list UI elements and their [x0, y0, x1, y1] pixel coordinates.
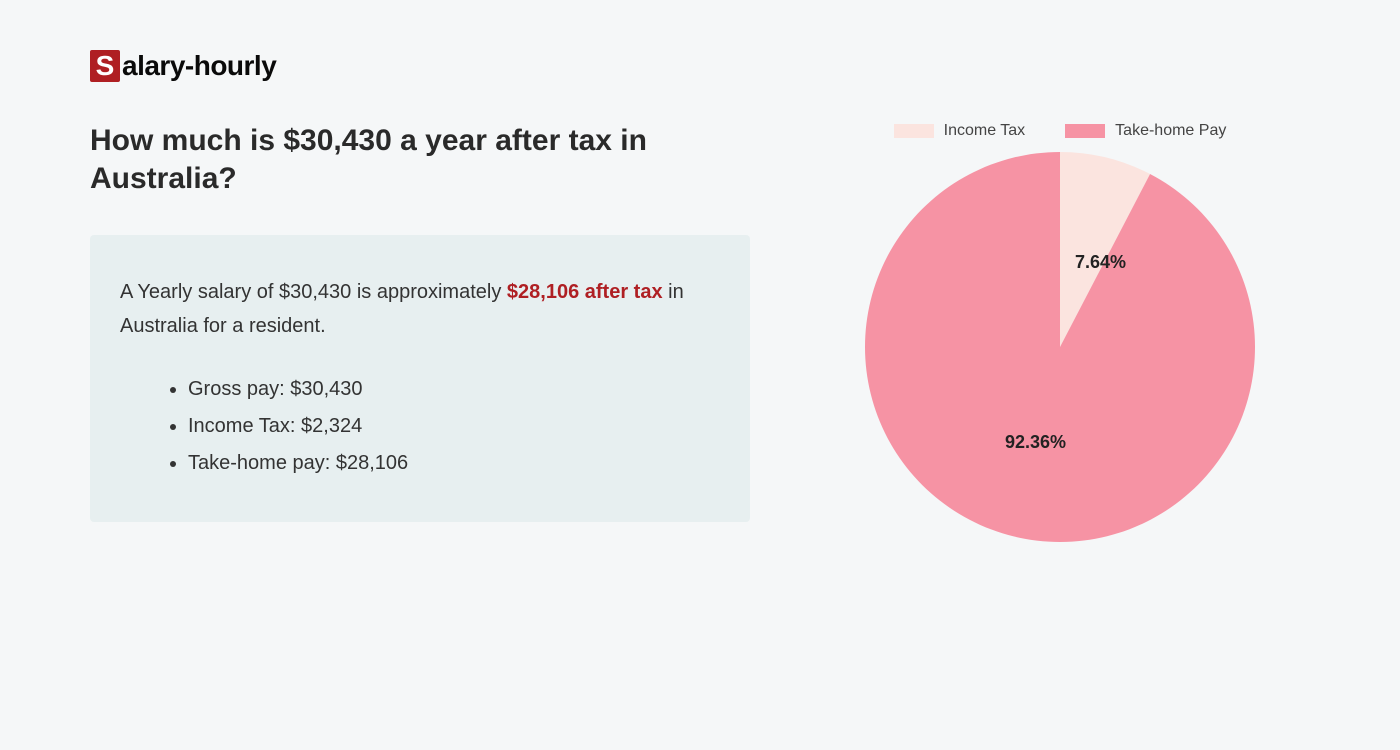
brand-logo: S alary-hourly	[90, 50, 1310, 82]
bullet-takehome: Take-home pay: $28,106	[188, 445, 720, 482]
logo-text: alary-hourly	[122, 50, 276, 82]
legend-label-take-home: Take-home Pay	[1115, 122, 1226, 140]
pie-label-income-tax: 7.64%	[1075, 252, 1126, 273]
chart-column: Income Tax Take-home Pay 7.64% 92.36%	[810, 122, 1310, 542]
page-heading: How much is $30,430 a year after tax in …	[90, 122, 750, 197]
chart-legend: Income Tax Take-home Pay	[894, 122, 1227, 140]
content-column: How much is $30,430 a year after tax in …	[90, 122, 750, 522]
summary-box: A Yearly salary of $30,430 is approximat…	[90, 235, 750, 522]
pie-chart: 7.64% 92.36%	[865, 152, 1255, 542]
logo-s-box: S	[90, 50, 120, 82]
summary-highlight: $28,106 after tax	[507, 281, 663, 303]
bullet-tax: Income Tax: $2,324	[188, 408, 720, 445]
legend-item-income-tax: Income Tax	[894, 122, 1026, 140]
bullet-gross: Gross pay: $30,430	[188, 371, 720, 408]
legend-label-income-tax: Income Tax	[944, 122, 1026, 140]
legend-swatch-income-tax	[894, 124, 934, 138]
summary-bullets: Gross pay: $30,430 Income Tax: $2,324 Ta…	[120, 371, 720, 482]
legend-swatch-take-home	[1065, 124, 1105, 138]
summary-prefix: A Yearly salary of $30,430 is approximat…	[120, 281, 507, 303]
summary-text: A Yearly salary of $30,430 is approximat…	[120, 275, 720, 343]
legend-item-take-home: Take-home Pay	[1065, 122, 1226, 140]
pie-label-take-home: 92.36%	[1005, 432, 1066, 453]
